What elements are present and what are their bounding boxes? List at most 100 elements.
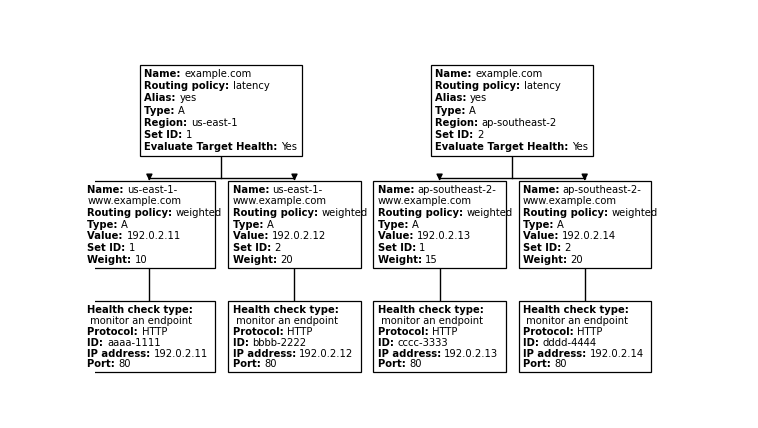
Text: IP address:: IP address: (377, 348, 444, 359)
Text: latency: latency (233, 81, 270, 92)
Text: A: A (469, 106, 476, 116)
Text: 192.0.2.14: 192.0.2.14 (562, 231, 615, 241)
Text: Health check type:: Health check type: (87, 305, 197, 315)
Text: Port:: Port: (233, 360, 264, 369)
Text: IP address:: IP address: (87, 348, 154, 359)
Text: dddd-4444: dddd-4444 (542, 338, 597, 348)
Text: Type:: Type: (233, 220, 267, 229)
Bar (518, 181, 651, 268)
Text: A: A (178, 106, 185, 116)
Text: IP address:: IP address: (233, 348, 299, 359)
Text: HTTP: HTTP (142, 327, 167, 337)
Text: www.example.com: www.example.com (233, 196, 327, 206)
Bar (140, 65, 302, 156)
Text: 20: 20 (280, 255, 293, 265)
Text: Routing policy:: Routing policy: (523, 208, 612, 218)
Text: 192.0.2.11: 192.0.2.11 (127, 231, 180, 241)
Text: Weight:: Weight: (233, 255, 280, 265)
Text: Routing policy:: Routing policy: (233, 208, 321, 218)
Text: Port:: Port: (377, 360, 409, 369)
Text: us-east-1-: us-east-1- (273, 184, 323, 195)
Text: ap-southeast-2-: ap-southeast-2- (562, 184, 641, 195)
Text: us-east-1-: us-east-1- (127, 184, 177, 195)
Text: Alias:: Alias: (435, 93, 470, 104)
Text: weighted: weighted (176, 208, 222, 218)
Text: Region:: Region: (144, 118, 191, 128)
Text: Set ID:: Set ID: (233, 243, 274, 253)
Bar (431, 65, 593, 156)
Text: Weight:: Weight: (377, 255, 425, 265)
Text: Routing policy:: Routing policy: (435, 81, 524, 92)
Text: weighted: weighted (612, 208, 658, 218)
Text: Set ID:: Set ID: (144, 130, 186, 140)
Bar (374, 301, 506, 372)
Text: Value:: Value: (87, 231, 127, 241)
Text: Routing policy:: Routing policy: (144, 81, 233, 92)
Text: 192.0.2.12: 192.0.2.12 (299, 348, 353, 359)
Text: Alias:: Alias: (144, 93, 180, 104)
Text: A: A (267, 220, 274, 229)
Text: IP address:: IP address: (523, 348, 590, 359)
Text: 10: 10 (135, 255, 148, 265)
Text: Protocol:: Protocol: (87, 327, 142, 337)
Text: 1: 1 (129, 243, 136, 253)
Bar (83, 301, 215, 372)
Text: Weight:: Weight: (523, 255, 570, 265)
Text: Region:: Region: (435, 118, 482, 128)
Text: 80: 80 (409, 360, 421, 369)
Text: Routing policy:: Routing policy: (377, 208, 466, 218)
Text: Name:: Name: (377, 184, 418, 195)
Text: Name:: Name: (144, 69, 184, 79)
Text: 192.0.2.14: 192.0.2.14 (590, 348, 644, 359)
Text: ap-southeast-2-: ap-southeast-2- (418, 184, 496, 195)
Text: monitor an endpoint: monitor an endpoint (377, 316, 483, 326)
Text: 80: 80 (264, 360, 277, 369)
Text: Evaluate Target Health:: Evaluate Target Health: (144, 142, 281, 152)
Text: ID:: ID: (377, 338, 397, 348)
Text: Set ID:: Set ID: (435, 130, 477, 140)
Text: 1: 1 (419, 243, 426, 253)
Text: Type:: Type: (144, 106, 178, 116)
Text: 192.0.2.11: 192.0.2.11 (154, 348, 208, 359)
Text: aaaa-1111: aaaa-1111 (107, 338, 161, 348)
Text: Name:: Name: (435, 69, 475, 79)
Text: latency: latency (524, 81, 561, 92)
Text: 2: 2 (565, 243, 571, 253)
Text: HTTP: HTTP (287, 327, 312, 337)
Text: example.com: example.com (475, 69, 543, 79)
Text: Health check type:: Health check type: (377, 305, 487, 315)
Text: Yes: Yes (281, 142, 297, 152)
Text: www.example.com: www.example.com (87, 196, 181, 206)
Text: us-east-1: us-east-1 (191, 118, 238, 128)
Text: www.example.com: www.example.com (377, 196, 471, 206)
Text: Type:: Type: (435, 106, 469, 116)
Text: Port:: Port: (523, 360, 554, 369)
Text: Routing policy:: Routing policy: (87, 208, 176, 218)
Text: Port:: Port: (87, 360, 119, 369)
Text: Protocol:: Protocol: (377, 327, 432, 337)
Bar (228, 181, 361, 268)
Text: Yes: Yes (572, 142, 588, 152)
Text: example.com: example.com (184, 69, 252, 79)
Text: www.example.com: www.example.com (523, 196, 617, 206)
Text: A: A (556, 220, 564, 229)
Text: ID:: ID: (87, 338, 107, 348)
Text: 2: 2 (477, 130, 484, 140)
Text: HTTP: HTTP (432, 327, 457, 337)
Text: A: A (121, 220, 128, 229)
Text: cccc-3333: cccc-3333 (397, 338, 448, 348)
Text: HTTP: HTTP (577, 327, 603, 337)
Text: Name:: Name: (87, 184, 127, 195)
Text: Value:: Value: (377, 231, 417, 241)
Text: Weight:: Weight: (87, 255, 135, 265)
Text: 192.0.2.13: 192.0.2.13 (417, 231, 471, 241)
Text: Evaluate Target Health:: Evaluate Target Health: (435, 142, 572, 152)
Text: monitor an endpoint: monitor an endpoint (523, 316, 628, 326)
Text: ap-southeast-2: ap-southeast-2 (482, 118, 557, 128)
Text: yes: yes (470, 93, 487, 104)
Text: 192.0.2.12: 192.0.2.12 (271, 231, 326, 241)
Text: A: A (412, 220, 418, 229)
Text: Set ID:: Set ID: (87, 243, 129, 253)
Bar (228, 301, 361, 372)
Text: Set ID:: Set ID: (523, 243, 565, 253)
